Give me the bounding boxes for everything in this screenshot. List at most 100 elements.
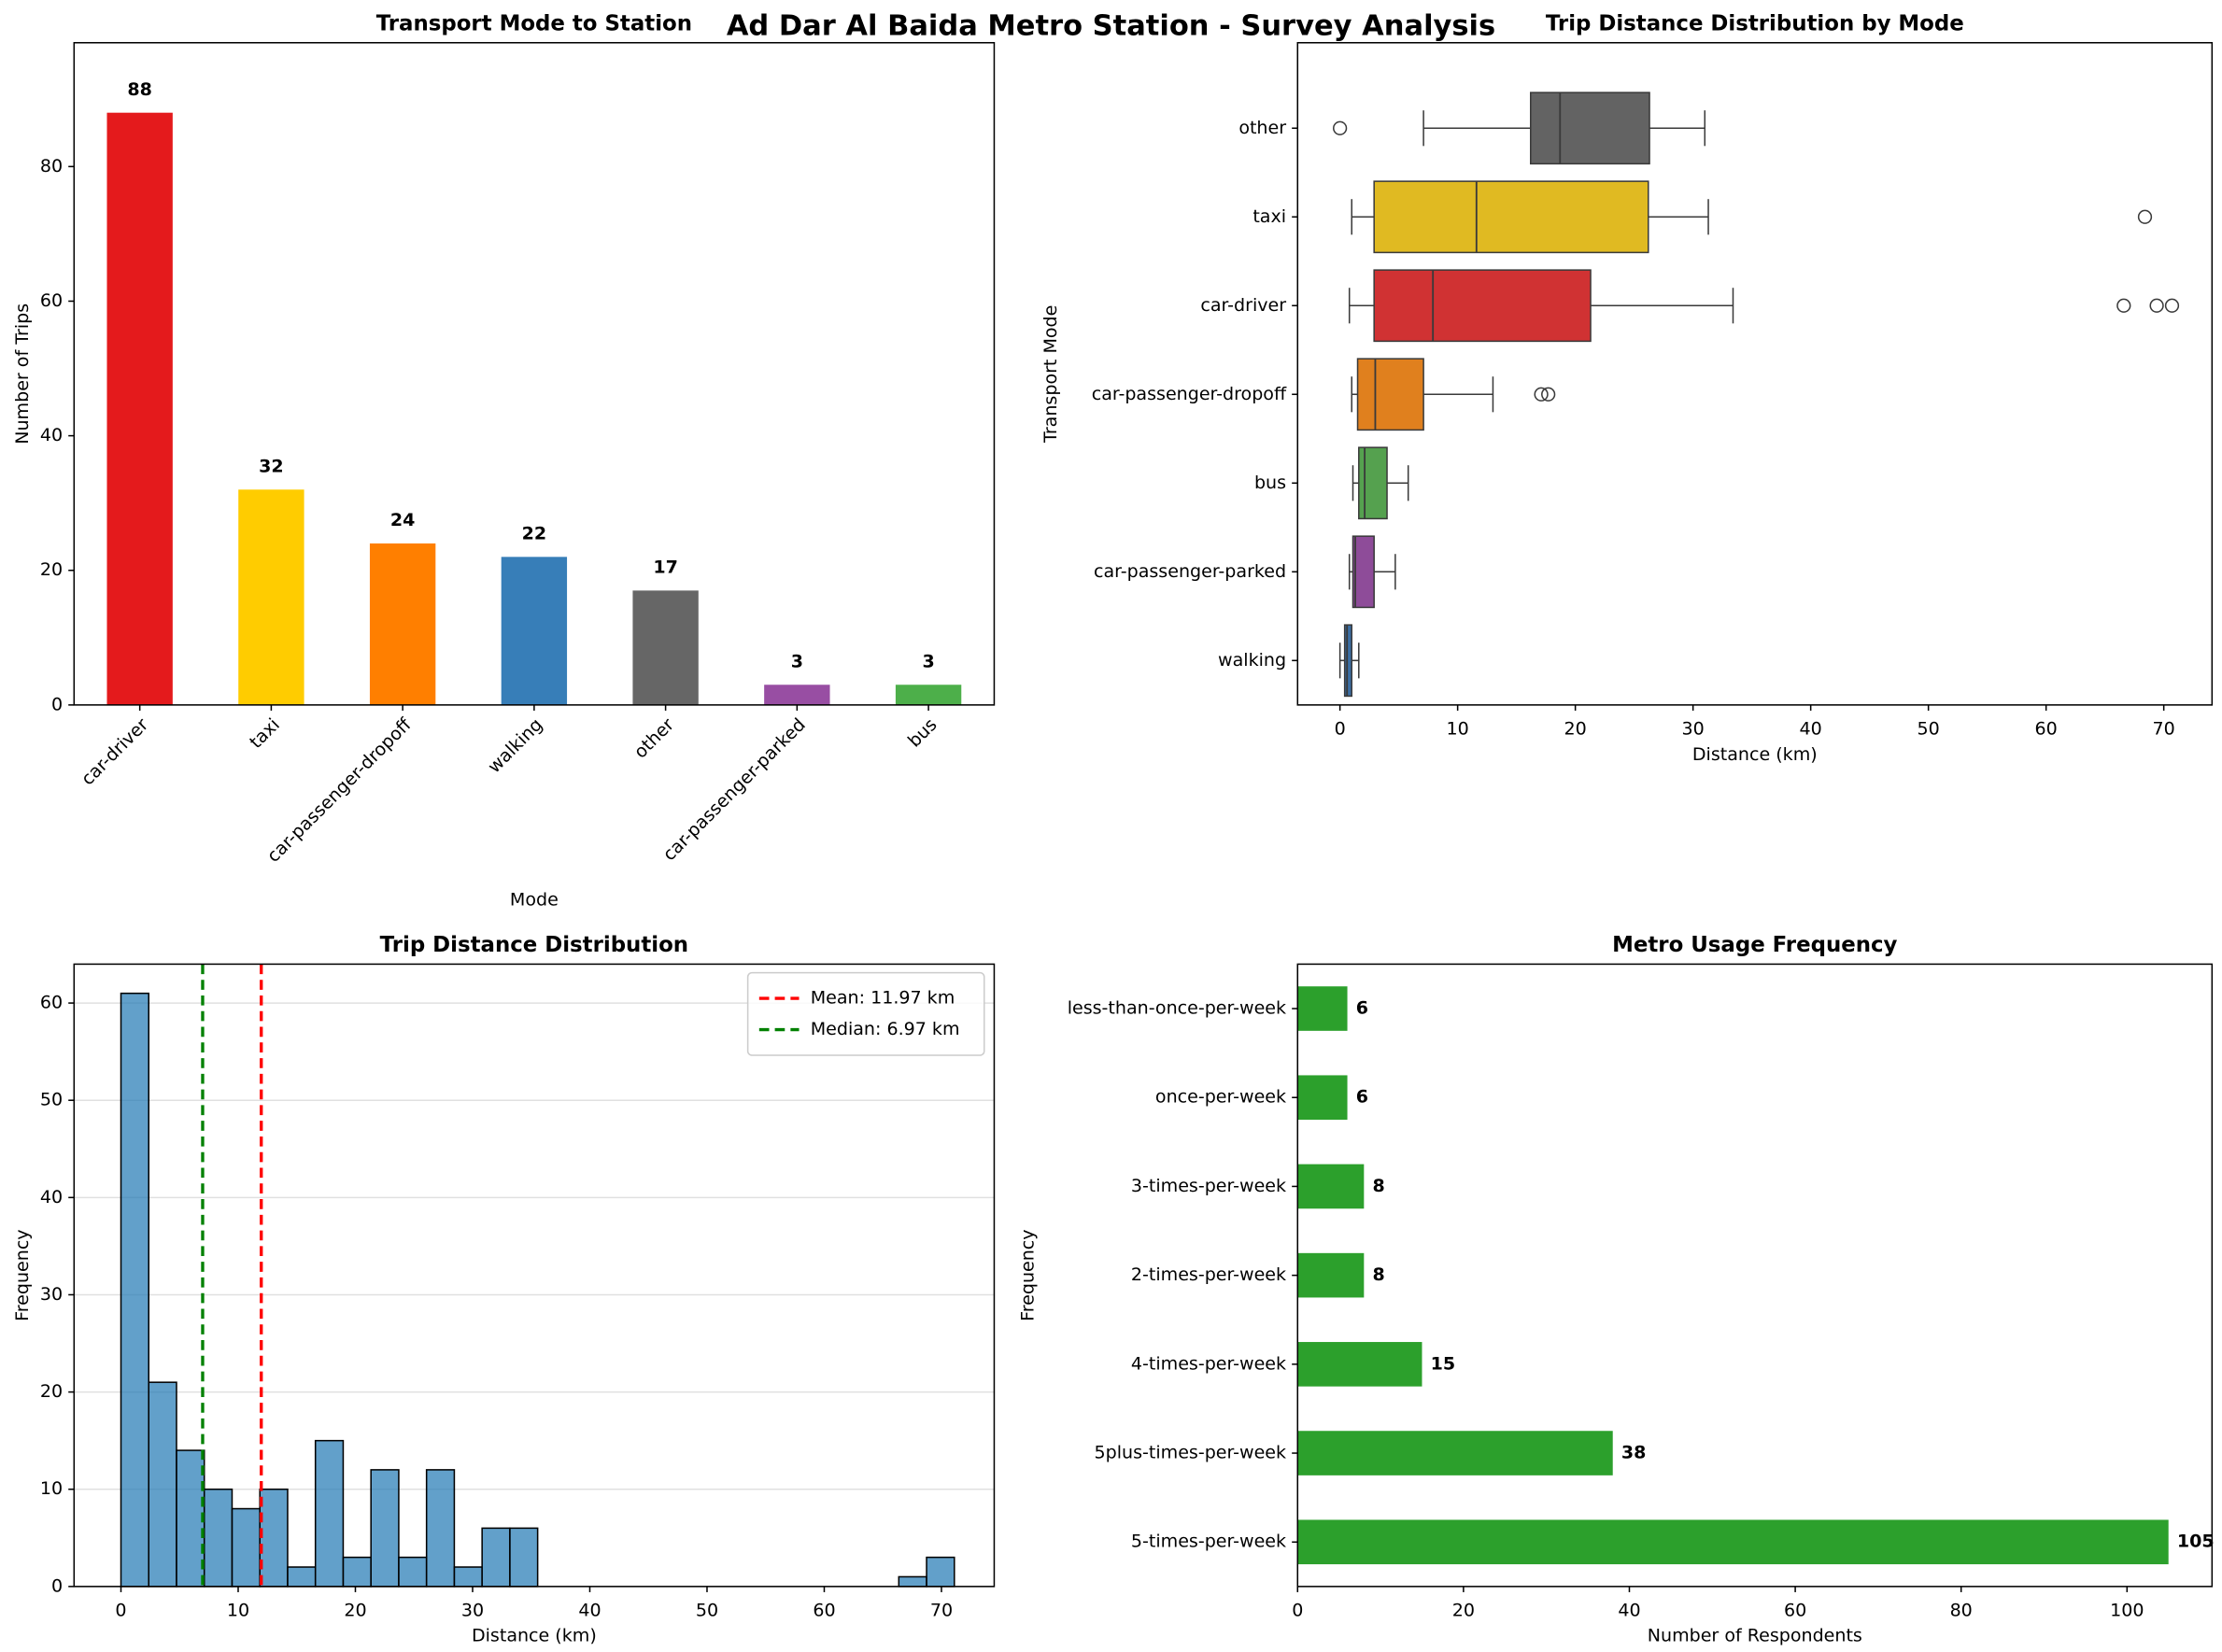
y-tick-label: car-driver [1200,295,1286,316]
value-label: 105 [2177,1532,2215,1552]
x-tick-label: 70 [2153,718,2175,739]
plot-frame [1296,963,2214,1588]
y-tick-label: 40 [40,1187,63,1207]
y-axis-label: Transport Mode [1040,305,1061,444]
x-tick-label: 20 [1564,718,1587,739]
legend-label: Median: 6.97 km [811,1019,960,1039]
y-tick-label: 3-times-per-week [1131,1176,1286,1196]
box [1530,92,1650,165]
x-tick-label: 60 [2035,718,2058,739]
box [1373,269,1592,343]
plot-frame [73,963,996,1588]
x-tick-label: 40 [1800,718,1822,739]
bar [632,590,699,705]
y-tick-label: 50 [40,1090,63,1110]
histogram-bar [176,1449,205,1588]
x-tick-label: 30 [461,1600,484,1620]
x-tick-label: 70 [930,1600,953,1620]
value-label: 8 [1372,1176,1384,1196]
y-tick-label: other [1238,118,1286,138]
figure-title: Ad Dar Al Baida Metro Station - Survey A… [727,9,1495,42]
y-axis-label: Frequency [12,1229,33,1320]
histogram-bar [203,1488,234,1588]
outlier [1333,120,1348,135]
histogram-bar [898,1575,927,1588]
value-label: 6 [1356,998,1368,1019]
value-label: 32 [259,456,284,476]
y-tick-label: 2-times-per-week [1131,1264,1286,1285]
value-label: 3 [922,651,934,671]
outlier [2149,298,2164,313]
y-tick-label: 80 [40,156,63,176]
bar [1297,1431,1613,1476]
histogram-bar [453,1566,483,1588]
value-label: 6 [1356,1087,1368,1108]
y-tick-label: walking [1218,650,1286,671]
bar [369,543,436,705]
box [1352,535,1375,609]
outlier [2137,209,2153,224]
histogram-bar [398,1556,428,1588]
histogram-bar [425,1469,456,1588]
histogram-bar [926,1556,955,1588]
value-label: 88 [127,79,152,100]
plot-frame [1296,41,2214,706]
x-axis-label: Mode [510,889,559,910]
x-tick-label: 0 [1292,1600,1303,1620]
y-tick-label: 60 [40,993,63,1013]
bar [1297,1075,1348,1121]
x-tick-label: 0 [115,1600,126,1620]
value-label: 38 [1621,1443,1647,1463]
y-tick-label: taxi [1253,206,1286,227]
y-tick-label: 0 [51,694,63,714]
bar [1297,1164,1365,1209]
y-tick-label: 10 [40,1478,63,1499]
x-tick-label: 40 [578,1600,601,1620]
y-tick-label: 40 [40,425,63,445]
x-axis-label: Distance (km) [1692,744,1818,765]
histogram-bar [481,1527,511,1588]
y-tick-label: 5plus-times-per-week [1095,1443,1287,1463]
histogram-bar [314,1439,345,1588]
box [1373,180,1649,254]
box [1356,358,1424,431]
y-axis-label: Number of Trips [12,304,33,445]
histogram-bar [120,992,150,1588]
chart-title: Trip Distance Distribution by Mode [1546,11,1964,35]
value-label: 3 [791,651,803,671]
x-tick-label: 10 [1447,718,1469,739]
x-axis-label: Number of Respondents [1648,1626,1862,1646]
x-tick-label: 60 [813,1600,835,1620]
x-tick-label: 50 [1918,718,1940,739]
box [1343,624,1352,698]
bar [1297,1342,1422,1387]
outlier [2164,298,2180,313]
y-tick-label: 5-times-per-week [1131,1532,1286,1552]
value-label: 15 [1431,1353,1456,1374]
histogram-bar [259,1488,289,1588]
x-tick-label: 40 [1618,1600,1640,1620]
y-tick-label: car-passenger-parked [1094,561,1286,582]
chart-title: Transport Mode to Station [376,11,692,35]
x-tick-label: 10 [227,1600,249,1620]
plot-frame [73,41,996,706]
x-tick-label: 100 [2110,1600,2144,1620]
bar [238,489,304,705]
y-tick-label: 60 [40,290,63,311]
x-tick-label: 0 [1335,718,1346,739]
chart-title: Trip Distance Distribution [380,933,688,957]
y-tick-label: 20 [40,1381,63,1402]
value-label: 17 [653,557,678,577]
y-tick-label: once-per-week [1155,1087,1286,1108]
y-tick-label: 30 [40,1284,63,1305]
histogram-bar [342,1556,372,1588]
bar [764,685,830,705]
x-tick-label: 80 [1950,1600,1973,1620]
bar [1297,1252,1365,1298]
y-tick-label: car-passenger-dropoff [1092,384,1287,404]
x-axis-label: Distance (km) [472,1626,597,1646]
y-tick-label: 20 [40,559,63,580]
x-tick-label: 20 [1452,1600,1475,1620]
